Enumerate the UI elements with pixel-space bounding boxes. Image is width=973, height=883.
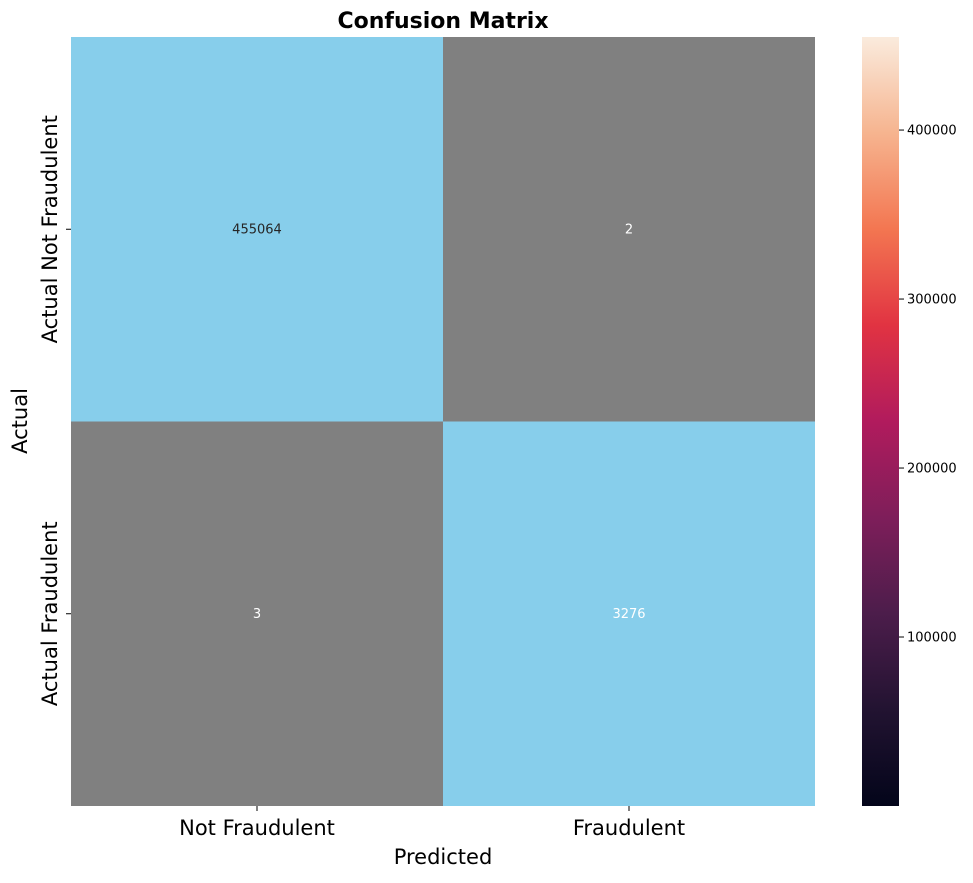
heatmap-cell-r0-c0 (71, 37, 443, 422)
colorbar (862, 37, 899, 806)
heatmap-cells (71, 37, 815, 806)
y-axis: Actual Not Fraudulent Actual Fraudulent (38, 115, 71, 706)
x-tick-label: Not Fraudulent (179, 816, 335, 840)
heatmap-cell-r0-c1 (443, 37, 815, 422)
heatmap-cell-r1-c1 (443, 421, 815, 806)
x-tick-label: Fraudulent (573, 816, 685, 840)
colorbar-tick-label: 100000 (907, 631, 957, 646)
colorbar-ticks: 100000 200000 300000 400000 (899, 124, 957, 646)
x-axis: Not Fraudulent Fraudulent (179, 806, 685, 840)
colorbar-tick-label: 400000 (907, 124, 957, 139)
y-tick-label: Actual Fraudulent (38, 521, 62, 706)
y-axis-title: Actual (8, 388, 32, 454)
colorbar-tick-label: 200000 (907, 462, 957, 477)
cell-value-r1-c0: 3 (253, 607, 261, 622)
cell-value-r0-c0: 455064 (232, 222, 282, 237)
y-tick-label: Actual Not Fraudulent (38, 115, 62, 343)
chart-title: Confusion Matrix (337, 9, 548, 34)
heatmap-cell-r1-c0 (71, 421, 443, 806)
colorbar-tick-label: 300000 (907, 293, 957, 308)
heatmap-cell-labels: 455064 2 3 3276 (232, 222, 645, 622)
x-axis-title: Predicted (394, 845, 493, 869)
cell-value-r1-c1: 3276 (612, 607, 645, 622)
cell-value-r0-c1: 2 (625, 222, 633, 237)
